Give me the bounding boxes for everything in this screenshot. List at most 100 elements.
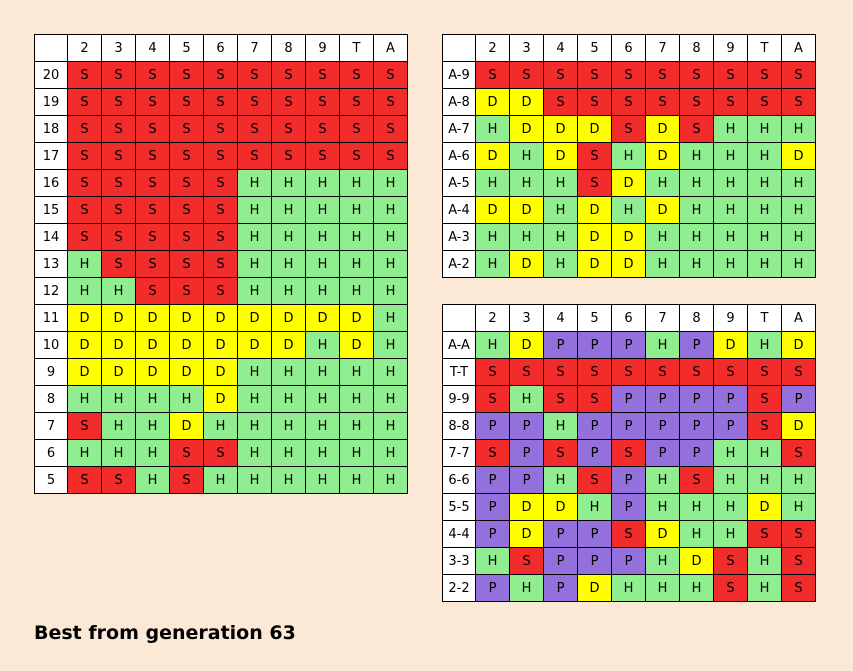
- strategy-cell: H: [611, 196, 646, 224]
- strategy-cell: S: [135, 223, 170, 251]
- strategy-cell: P: [475, 520, 510, 548]
- strategy-cell: P: [611, 547, 646, 575]
- strategy-cell: S: [135, 115, 170, 143]
- table-row: 8-8 P P H P P P P P S D: [442, 412, 816, 440]
- strategy-cell: S: [67, 196, 102, 224]
- strategy-cell: D: [203, 385, 238, 413]
- strategy-cell: H: [679, 223, 714, 251]
- strategy-cell: S: [101, 196, 136, 224]
- strategy-cell: P: [645, 439, 680, 467]
- strategy-cell: H: [781, 115, 816, 143]
- strategy-cell: H: [543, 466, 578, 494]
- strategy-cell: S: [203, 250, 238, 278]
- strategy-cell: H: [305, 358, 340, 386]
- strategy-cell: H: [305, 412, 340, 440]
- row-label: 5: [34, 466, 68, 494]
- strategy-cell: S: [101, 169, 136, 197]
- corner-cell: [442, 34, 476, 62]
- column-header: 9: [305, 34, 340, 62]
- strategy-cell: H: [373, 223, 408, 251]
- strategy-cell: P: [475, 466, 510, 494]
- strategy-cell: S: [373, 142, 408, 170]
- strategy-cell: S: [305, 61, 340, 89]
- strategy-cell: S: [713, 358, 748, 386]
- strategy-cell: H: [101, 277, 136, 305]
- row-label: 4-4: [442, 520, 476, 548]
- strategy-cell: S: [781, 520, 816, 548]
- table-row: 7-7 S P S P S P P H H S: [442, 439, 816, 467]
- table-row: A-5 H H H S D H H H H H: [442, 169, 816, 197]
- strategy-cell: D: [305, 304, 340, 332]
- strategy-cell: H: [543, 196, 578, 224]
- strategy-cell: S: [509, 547, 544, 575]
- strategy-cell: S: [135, 61, 170, 89]
- strategy-cell: H: [339, 223, 374, 251]
- strategy-cell: H: [339, 385, 374, 413]
- strategy-cell: H: [101, 412, 136, 440]
- strategy-cell: P: [611, 385, 646, 413]
- strategy-cell: S: [135, 277, 170, 305]
- strategy-cell: H: [339, 277, 374, 305]
- strategy-cell: H: [373, 466, 408, 494]
- row-label: 15: [34, 196, 68, 224]
- strategy-cell: H: [543, 412, 578, 440]
- table-row: 20 S S S S S S S S S S: [34, 61, 408, 89]
- column-header: 3: [509, 304, 544, 332]
- row-label: 11: [34, 304, 68, 332]
- strategy-cell: S: [543, 88, 578, 116]
- strategy-cell: S: [67, 115, 102, 143]
- table-row: 2-2 P H P D H H H S H S: [442, 574, 816, 602]
- row-label: A-3: [442, 223, 476, 251]
- strategy-cell: S: [373, 61, 408, 89]
- column-header: 2: [475, 34, 510, 62]
- strategy-cell: S: [679, 61, 714, 89]
- strategy-cell: S: [135, 88, 170, 116]
- strategy-cell: D: [237, 331, 272, 359]
- strategy-cell: S: [67, 61, 102, 89]
- strategy-cell: P: [543, 520, 578, 548]
- strategy-cell: S: [645, 61, 680, 89]
- strategy-cell: H: [135, 385, 170, 413]
- strategy-cell: S: [169, 88, 204, 116]
- strategy-cell: H: [101, 439, 136, 467]
- strategy-cell: H: [237, 358, 272, 386]
- row-label: A-5: [442, 169, 476, 197]
- strategy-cell: H: [679, 142, 714, 170]
- strategy-cell: P: [577, 331, 612, 359]
- strategy-cell: H: [747, 250, 782, 278]
- strategy-cell: S: [101, 223, 136, 251]
- strategy-cell: D: [135, 331, 170, 359]
- strategy-cell: D: [509, 196, 544, 224]
- strategy-cell: S: [713, 574, 748, 602]
- strategy-cell: S: [237, 61, 272, 89]
- strategy-cell: S: [101, 466, 136, 494]
- strategy-cell: S: [203, 196, 238, 224]
- strategy-cell: H: [781, 250, 816, 278]
- strategy-cell: D: [645, 196, 680, 224]
- strategy-cell: D: [577, 574, 612, 602]
- table-row: 11 D D D D D D D D D H: [34, 304, 408, 332]
- column-header: 5: [169, 34, 204, 62]
- strategy-cell: P: [577, 412, 612, 440]
- strategy-cell: D: [67, 304, 102, 332]
- strategy-cell: H: [373, 277, 408, 305]
- strategy-cell: H: [747, 574, 782, 602]
- strategy-cell: D: [101, 304, 136, 332]
- row-label: T-T: [442, 358, 476, 386]
- column-header: A: [373, 34, 408, 62]
- strategy-cell: S: [169, 196, 204, 224]
- strategy-cell: S: [67, 142, 102, 170]
- strategy-cell: D: [509, 520, 544, 548]
- strategy-cell: H: [577, 493, 612, 521]
- column-header: 4: [543, 34, 578, 62]
- strategy-cell: S: [781, 61, 816, 89]
- column-header: 5: [577, 34, 612, 62]
- strategy-cell: P: [679, 439, 714, 467]
- table-row: 5-5 P D D H P H H H D H: [442, 493, 816, 521]
- strategy-cell: H: [713, 520, 748, 548]
- row-label: 20: [34, 61, 68, 89]
- strategy-cell: H: [237, 385, 272, 413]
- strategy-cell: S: [577, 385, 612, 413]
- column-header: 9: [713, 304, 748, 332]
